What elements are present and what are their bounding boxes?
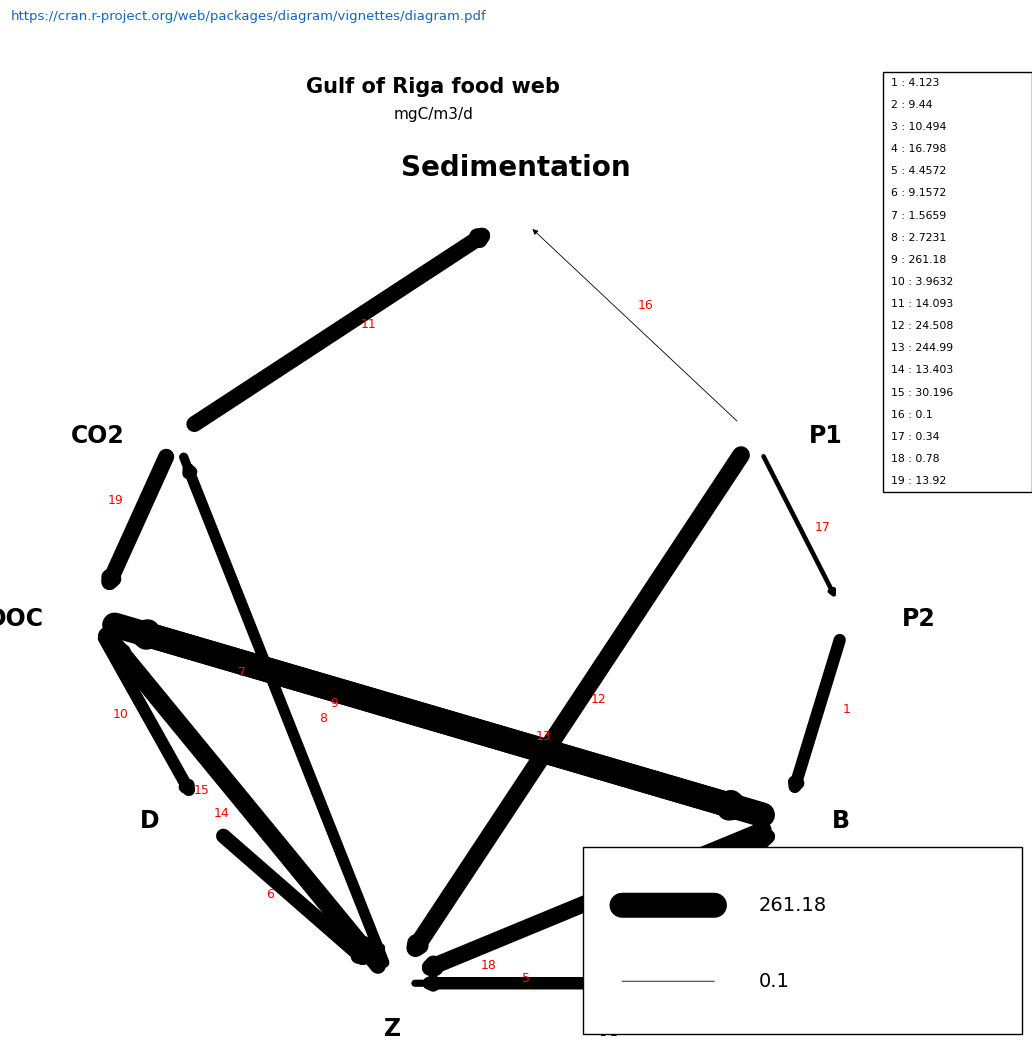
Text: Z: Z xyxy=(384,1017,400,1041)
Text: 10 : 3.9632: 10 : 3.9632 xyxy=(891,277,953,287)
Text: https://cran.r-project.org/web/packages/diagram/vignettes/diagram.pdf: https://cran.r-project.org/web/packages/… xyxy=(10,10,486,23)
Text: 5: 5 xyxy=(522,972,530,984)
Text: B: B xyxy=(832,809,850,833)
Text: 18: 18 xyxy=(480,958,496,972)
Text: 16 : 0.1: 16 : 0.1 xyxy=(891,409,932,420)
Text: 12 : 24.508: 12 : 24.508 xyxy=(891,322,953,331)
Text: N: N xyxy=(599,1017,619,1041)
Text: 17 : 0.34: 17 : 0.34 xyxy=(891,432,939,442)
Text: 8: 8 xyxy=(320,712,327,726)
Text: 15 : 30.196: 15 : 30.196 xyxy=(891,387,953,398)
Text: 1 : 4.123: 1 : 4.123 xyxy=(891,78,939,88)
Text: 6 : 9.1572: 6 : 9.1572 xyxy=(891,189,946,198)
Text: 19: 19 xyxy=(107,494,124,506)
Text: 14: 14 xyxy=(214,807,230,820)
Text: 11 : 14.093: 11 : 14.093 xyxy=(891,299,953,309)
Text: 7: 7 xyxy=(238,666,246,679)
Text: P2: P2 xyxy=(902,607,935,631)
Text: 2 : 9.44: 2 : 9.44 xyxy=(891,100,932,110)
Text: D: D xyxy=(139,809,160,833)
Text: 17: 17 xyxy=(814,521,831,535)
Text: 9 : 261.18: 9 : 261.18 xyxy=(891,255,946,265)
Text: 16: 16 xyxy=(638,300,653,312)
Text: 3 : 10.494: 3 : 10.494 xyxy=(891,122,946,133)
Text: 11: 11 xyxy=(360,318,377,332)
Text: 261.18: 261.18 xyxy=(759,896,827,915)
Bar xyxy=(883,72,1032,492)
Text: DOC: DOC xyxy=(0,607,44,631)
Text: mgC/m3/d: mgC/m3/d xyxy=(393,108,474,122)
Text: 2: 2 xyxy=(721,918,730,931)
Text: 3: 3 xyxy=(664,874,672,886)
Text: 9: 9 xyxy=(330,697,337,710)
Text: CO2: CO2 xyxy=(71,425,125,448)
Text: 15: 15 xyxy=(193,784,209,798)
Text: 8 : 2.7231: 8 : 2.7231 xyxy=(891,233,946,242)
Text: 6: 6 xyxy=(266,887,275,901)
Text: 7 : 1.5659: 7 : 1.5659 xyxy=(891,211,946,220)
Text: Gulf of Riga food web: Gulf of Riga food web xyxy=(307,77,560,97)
Text: P1: P1 xyxy=(809,425,842,448)
Text: 4: 4 xyxy=(615,891,623,904)
Text: 4 : 16.798: 4 : 16.798 xyxy=(891,144,946,155)
Bar xyxy=(583,847,1022,1034)
Text: 18 : 0.78: 18 : 0.78 xyxy=(891,454,939,464)
Text: 5 : 4.4572: 5 : 4.4572 xyxy=(891,166,946,176)
Text: 0.1: 0.1 xyxy=(759,972,789,991)
Text: Sedimentation: Sedimentation xyxy=(401,155,631,182)
Text: 13 : 244.99: 13 : 244.99 xyxy=(891,343,953,353)
Text: 19 : 13.92: 19 : 13.92 xyxy=(891,476,946,487)
Text: 10: 10 xyxy=(112,709,129,721)
Text: 13: 13 xyxy=(536,730,551,742)
Text: 14 : 13.403: 14 : 13.403 xyxy=(891,365,953,376)
Text: 12: 12 xyxy=(590,693,607,706)
Text: 1: 1 xyxy=(842,704,850,716)
